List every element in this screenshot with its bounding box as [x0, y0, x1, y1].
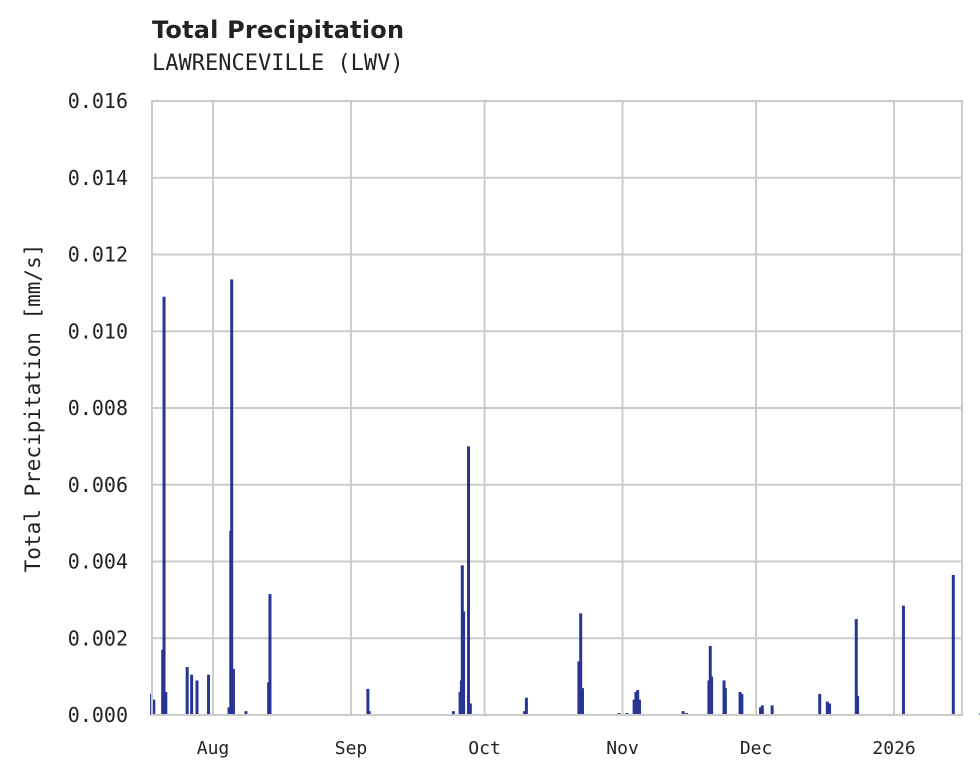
plot-frame [151, 100, 963, 716]
precip-bar [462, 611, 466, 715]
x-tick-label: Dec [740, 738, 773, 759]
y-axis-ticks: 0.000 0.002 0.004 0.006 0.008 0.010 0.012 0.014… [68, 89, 128, 727]
precip-bar [740, 693, 744, 715]
y-tick-label: 0.006 [68, 473, 128, 497]
precip-bar [901, 605, 905, 715]
precip-bar [190, 674, 194, 715]
precip-bar [760, 705, 764, 715]
precip-bar [195, 680, 199, 715]
precip-bar [524, 697, 528, 715]
y-tick-label: 0.016 [68, 89, 128, 113]
precip-bar [366, 688, 370, 715]
precip-bar [268, 594, 272, 715]
precip-bar [523, 711, 527, 715]
precip-bar [244, 711, 248, 715]
precip-bar [367, 711, 371, 715]
x-tick-label: Oct [468, 738, 501, 759]
precip-bar [468, 703, 472, 715]
chart-subtitle: LAWRENCEVILLE (LWV) [152, 51, 404, 76]
precip-bar [828, 703, 832, 715]
x-tick-label: 2026 [872, 738, 915, 759]
precip-bar [710, 676, 714, 715]
precip-bar [467, 446, 471, 715]
y-tick-label: 0.002 [68, 626, 128, 650]
precip-bar [681, 711, 685, 715]
precip-bar [185, 667, 189, 715]
precip-bar [634, 691, 638, 715]
precip-bar [818, 693, 822, 715]
precip-bar [580, 688, 584, 715]
precip-bar [579, 613, 583, 715]
precip-bar [632, 699, 636, 715]
chart-title: Total Precipitation [152, 16, 405, 44]
x-axis-ticks: Aug Sep Oct Nov Dec 2026 [197, 738, 916, 759]
x-tick-label: Sep [335, 738, 368, 759]
precip-bar [759, 707, 763, 715]
precip-bar [451, 711, 455, 715]
y-tick-label: 0.004 [68, 550, 128, 574]
precip-bar [723, 688, 727, 715]
y-tick-label: 0.000 [68, 703, 128, 727]
precip-bar [856, 695, 860, 715]
precip-bar [825, 701, 829, 715]
precip-bar [162, 296, 166, 715]
precip-bar [230, 279, 234, 715]
precip-bar [231, 668, 235, 715]
precip-bar [854, 619, 858, 715]
precip-bar [951, 574, 955, 715]
precip-bar [227, 707, 231, 715]
precip-bar [738, 691, 742, 715]
data-bars [150, 279, 980, 715]
precip-bar [770, 705, 774, 715]
x-tick-label: Aug [197, 738, 230, 759]
precip-bar [207, 674, 211, 715]
y-tick-label: 0.014 [68, 166, 128, 190]
x-tick-label: Nov [606, 738, 639, 759]
precip-bar [152, 699, 156, 715]
gridlines [152, 101, 962, 715]
y-tick-label: 0.010 [68, 319, 128, 343]
precip-bar [637, 699, 641, 715]
y-tick-label: 0.008 [68, 396, 128, 420]
y-tick-label: 0.012 [68, 243, 128, 267]
precip-bar [636, 690, 640, 715]
precip-bar [577, 661, 581, 715]
precip-bar [164, 691, 168, 715]
y-axis-label: Total Precipitation [mm/s] [21, 244, 45, 573]
